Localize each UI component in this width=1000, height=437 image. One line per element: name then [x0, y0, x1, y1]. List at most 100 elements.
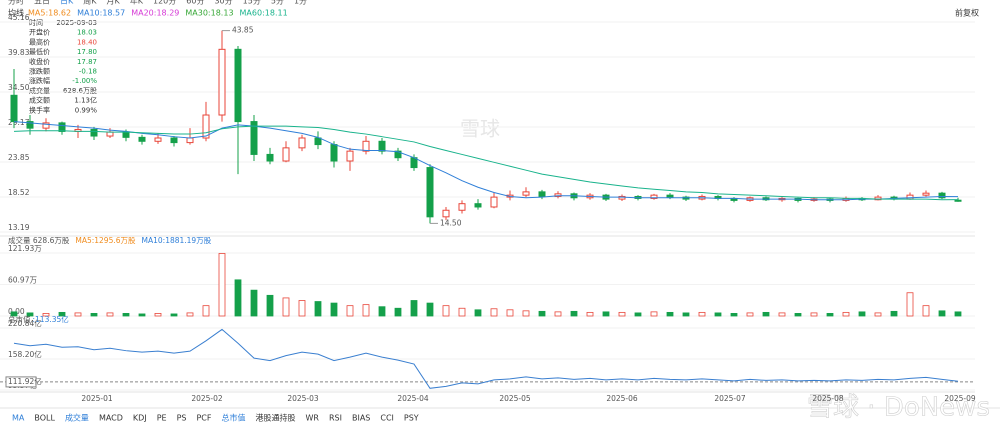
adjust-button[interactable]: 前复权: [955, 8, 979, 18]
candle-body: [122, 131, 130, 138]
candle-body: [266, 153, 274, 162]
ma-value: MA60:18.11: [240, 9, 288, 18]
info-label: 涨跌幅: [29, 76, 50, 85]
x-tick-label: 2025-04: [397, 394, 429, 403]
indicator-tab[interactable]: BIAS: [352, 414, 370, 423]
indicator-tab[interactable]: 成交量: [65, 413, 89, 423]
period-tab[interactable]: 1分: [294, 0, 307, 6]
volume-bar: [890, 310, 898, 317]
period-tab[interactable]: 60分: [186, 0, 204, 6]
y-tick-label: 60.97万: [8, 275, 37, 284]
volume-bar: [634, 312, 642, 317]
candle-body: [330, 144, 338, 162]
y-tick-label: 34.50: [8, 83, 30, 92]
ma-line: [13, 121, 959, 201]
volume-bar: [202, 305, 210, 317]
candle-body: [906, 194, 914, 200]
volume-bar: [58, 311, 66, 317]
volume-bar: [298, 300, 306, 317]
volume-bar: [666, 311, 674, 317]
volume-bar: [810, 312, 818, 317]
indicator-tab[interactable]: RSI: [329, 414, 342, 423]
y-tick-label: 29.17: [8, 118, 30, 127]
info-label: 成交额: [29, 96, 50, 105]
low-label: 14.50: [440, 218, 462, 227]
volume-bar: [954, 311, 962, 317]
x-tick-label: 2025-07: [714, 394, 746, 403]
period-tab[interactable]: 周K: [83, 0, 97, 6]
info-label: 最高价: [29, 37, 50, 46]
candle-body: [250, 121, 258, 155]
volume-bar: [778, 312, 786, 317]
y-tick-label: 121.93万: [8, 244, 42, 253]
volume-bar: [90, 313, 98, 317]
info-label: 收盘价: [29, 57, 50, 66]
indicator-tab[interactable]: WR: [306, 414, 320, 423]
volume-bar: [650, 311, 658, 317]
volume-bar: [714, 312, 722, 317]
period-tab[interactable]: 月K: [107, 0, 121, 6]
indicator-tab[interactable]: CCI: [380, 414, 394, 423]
info-value: 2025-09-03: [56, 19, 97, 27]
cap-line: [13, 328, 959, 389]
volume-bar: [26, 312, 34, 317]
candle-body: [394, 150, 402, 159]
info-label: 涨跌额: [29, 67, 50, 76]
ma-value: MA5:18.62: [28, 9, 71, 18]
period-tab[interactable]: 15分: [243, 0, 261, 6]
candle-body: [314, 137, 322, 146]
info-value: 1.13亿: [74, 96, 97, 105]
volume-title: 成交量 628.6万股: [8, 235, 70, 245]
info-label: 换手率: [29, 105, 50, 114]
indicator-tab[interactable]: MACD: [99, 414, 123, 423]
indicator-tab[interactable]: BOLL: [34, 414, 55, 423]
volume-bar: [106, 312, 114, 317]
candle-body: [42, 122, 50, 129]
indicator-tab[interactable]: MA: [12, 414, 25, 423]
period-tab[interactable]: 年K: [130, 0, 144, 6]
volume-ma: MA10:1881.19万股: [142, 236, 212, 245]
ma-label: 均线: [8, 8, 24, 18]
candle-body: [442, 209, 450, 218]
volume-bar: [170, 313, 178, 317]
candle-body: [138, 136, 146, 142]
period-tab[interactable]: 五日: [34, 0, 50, 6]
period-tab[interactable]: 120分: [153, 0, 176, 6]
volume-bar: [858, 311, 866, 317]
volume-bar: [746, 312, 754, 317]
volume-bar: [138, 313, 146, 317]
ma-value: MA20:18.29: [131, 9, 179, 18]
volume-bar: [570, 310, 578, 317]
period-tab[interactable]: 5分: [271, 0, 284, 6]
volume-bar: [186, 312, 194, 317]
candle-body: [170, 137, 178, 144]
candle-body: [202, 114, 210, 139]
period-tab[interactable]: 分时: [8, 0, 24, 6]
period-tab[interactable]: 日K: [60, 0, 74, 6]
volume-bar: [474, 309, 482, 317]
volume-bar: [506, 309, 514, 317]
candle-body: [538, 191, 546, 197]
indicator-tab[interactable]: KDJ: [133, 414, 147, 423]
volume-bar: [730, 313, 738, 317]
indicator-tab[interactable]: 总市值: [222, 413, 246, 423]
indicator-tab[interactable]: PSY: [404, 414, 419, 423]
info-value: 18.03: [77, 29, 97, 37]
info-value: 17.87: [77, 58, 97, 66]
candle-body: [426, 167, 434, 218]
candle-body: [650, 194, 658, 199]
indicator-tab[interactable]: PCF: [196, 414, 211, 423]
indicator-tab[interactable]: PE: [157, 414, 167, 423]
x-tick-label: 2025-02: [191, 394, 223, 403]
volume-bar: [426, 302, 434, 317]
marker-box: [5, 376, 37, 388]
indicator-tab[interactable]: PS: [177, 414, 187, 423]
volume-bar: [250, 289, 258, 317]
info-label: 成交量: [29, 86, 50, 95]
watermark: 雪球: [460, 117, 500, 141]
volume-bar: [922, 305, 930, 317]
period-tab[interactable]: 30分: [214, 0, 232, 6]
candle-body: [362, 140, 370, 152]
indicator-tab[interactable]: 港股通持股: [256, 413, 296, 423]
